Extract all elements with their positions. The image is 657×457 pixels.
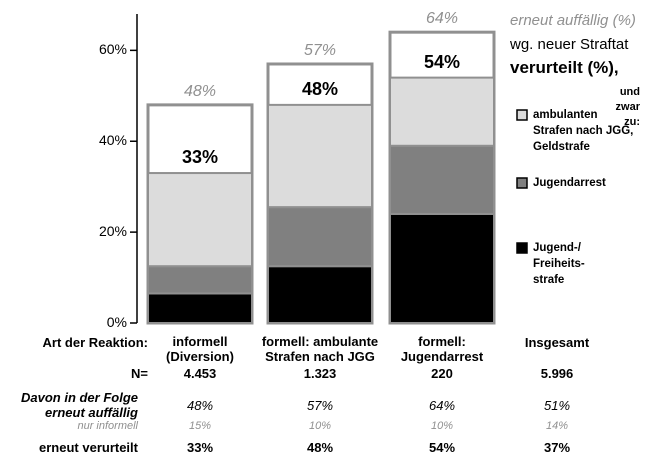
bar-segment [147, 265, 253, 295]
x-tick-label: formell: ambulante Strafen nach JGG [261, 334, 379, 364]
legend-title: verurteilt (%), [510, 58, 619, 77]
table-cell: 15% [188, 420, 212, 432]
table-header-label: Art der Reaktion: [42, 335, 148, 350]
table-cell: 48% [306, 440, 334, 455]
auffaellig-label: 57% [303, 41, 337, 59]
row-label: nur informell [77, 420, 138, 432]
verurteilt-label: 33% [181, 147, 219, 168]
verurteilt-label: 48% [301, 78, 339, 99]
auffaellig-label: 48% [183, 82, 217, 100]
bar-segment [147, 292, 253, 324]
x-tick-label: informell (Diversion) [166, 334, 234, 364]
y-tick-label: 20% [98, 223, 127, 240]
bar-segment [267, 265, 373, 324]
table-cell: 220 [431, 366, 453, 381]
x-tick-label: formell: Jugendarrest [400, 334, 484, 364]
bar-segment [147, 172, 253, 268]
y-tick-label: 40% [98, 132, 127, 149]
bar-segment [389, 76, 495, 147]
legend-title: wg. neuer Straftat [510, 36, 629, 53]
legend-title: erneut auffällig (%) [510, 12, 636, 29]
legend-swatch [516, 109, 528, 121]
table-cell: 37% [543, 440, 571, 455]
table-cell: 51% [543, 398, 571, 413]
bar-segment [267, 103, 373, 209]
table-cell: 64% [428, 398, 456, 413]
bar-segment [389, 144, 495, 215]
legend-label: Jugendarrest [533, 177, 606, 189]
legend-label: Jugend-/ Freiheits- strafe [533, 242, 585, 286]
table-cell: 4.453 [183, 366, 217, 381]
table-total-header: Insgesamt [524, 335, 590, 350]
verurteilt-label: 54% [423, 51, 461, 72]
table-cell: 14% [545, 420, 569, 432]
legend-label: ambulanten Strafen nach JGG, Geldstrafe [533, 109, 634, 153]
legend-swatch [516, 177, 528, 189]
row-label: N= [131, 366, 148, 381]
table-cell: 48% [186, 398, 214, 413]
auffaellig-label: 64% [425, 10, 459, 28]
table-cell: 1.323 [303, 366, 337, 381]
row-label: erneut verurteilt [39, 440, 138, 455]
table-cell: 33% [186, 440, 214, 455]
table-cell: 5.996 [540, 366, 574, 381]
bar-segment [389, 212, 495, 324]
table-cell: 10% [430, 420, 454, 432]
table-cell: 57% [306, 398, 334, 413]
legend-title: und zwar zu: [615, 86, 641, 128]
table-cell: 10% [308, 420, 332, 432]
y-tick-label: 60% [98, 41, 127, 58]
y-tick-label: 0% [106, 314, 127, 330]
legend-swatch [516, 242, 528, 254]
row-label: Davon in der Folge erneut auffällig [20, 390, 138, 420]
bar-segment [267, 206, 373, 268]
table-cell: 54% [428, 440, 456, 455]
